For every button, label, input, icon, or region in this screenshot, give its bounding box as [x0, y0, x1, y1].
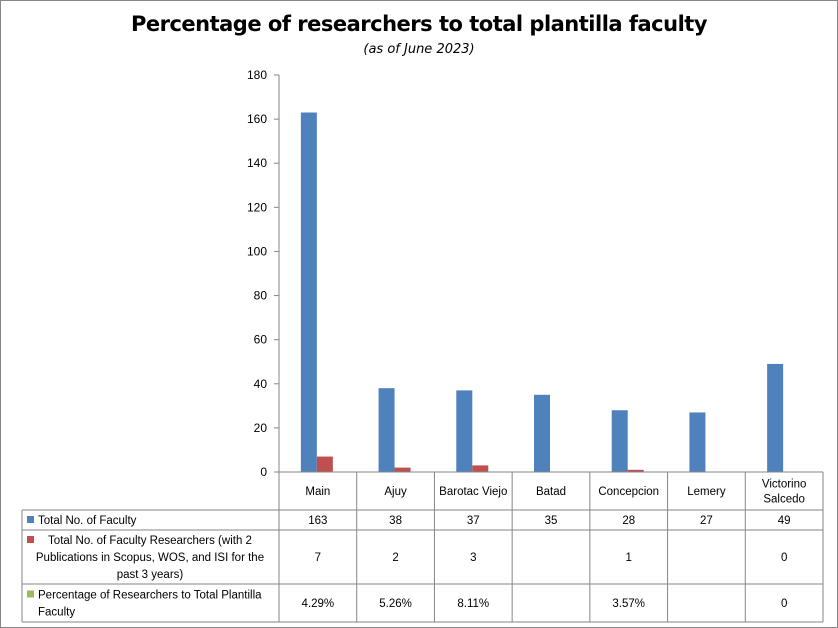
y-tick-label: 100 [247, 244, 267, 258]
bar-faculty-researchers [316, 456, 333, 472]
bar-total-faculty [611, 410, 628, 472]
table-value: 28 [622, 515, 635, 527]
y-tick-label: 160 [247, 112, 267, 126]
category-label: Main [305, 486, 330, 498]
table-value: 27 [700, 515, 713, 527]
category-label: Concepcion [598, 486, 659, 498]
legend-key [27, 536, 34, 543]
bar-total-faculty [767, 363, 784, 472]
y-tick-label: 120 [247, 200, 267, 214]
chart-title: Percentage of researchers to total plant… [130, 12, 708, 36]
bar-total-faculty [378, 388, 395, 472]
bar-faculty-researchers [627, 469, 644, 472]
bar-total-faculty [689, 412, 706, 472]
table-value: 37 [467, 515, 480, 527]
table-value: 1 [626, 552, 632, 564]
category-label: Victorino [762, 479, 807, 491]
table-value: 7 [315, 552, 321, 564]
series-name: Percentage of Researchers to Total Plant… [38, 590, 262, 602]
y-tick-label: 80 [254, 289, 268, 303]
series-name: Total No. of Faculty Researchers (with 2 [48, 535, 252, 547]
legend-key [27, 590, 34, 598]
y-tick-label: 40 [254, 377, 268, 391]
series-name: Total No. of Faculty [38, 515, 137, 527]
series-name: past 3 years) [117, 569, 184, 581]
legend-key [27, 516, 34, 523]
y-tick-label: 140 [247, 156, 267, 170]
table-value: 0 [781, 598, 787, 610]
table-value: 49 [778, 515, 791, 527]
series-name: Faculty [38, 607, 75, 619]
bar-total-faculty [534, 394, 550, 472]
category-label: Lemery [687, 486, 726, 498]
bar-faculty-researchers [472, 465, 489, 472]
table-value: 3.57% [612, 598, 645, 610]
table-value: 4.29% [302, 598, 335, 610]
table-value: 3 [470, 552, 476, 564]
chart-subtitle: (as of June 2023) [363, 42, 475, 57]
table-value: 2 [392, 552, 398, 564]
table-value: 8.11% [457, 598, 489, 610]
category-label: Barotac Viejo [439, 486, 507, 498]
table-value: 0 [781, 552, 787, 564]
y-tick-label: 60 [254, 333, 268, 347]
table-value: 35 [545, 515, 558, 527]
category-label: Batad [536, 486, 566, 498]
category-label: Ajuy [384, 486, 407, 498]
y-tick-label: 180 [247, 68, 267, 82]
y-tick-label: 0 [260, 465, 267, 479]
y-tick-label: 20 [254, 421, 268, 435]
table-value: 163 [308, 515, 327, 527]
bar-total-faculty [300, 112, 317, 472]
series-name: Publications in Scopus, WOS, and ISI for… [36, 552, 264, 564]
bar-faculty-researchers [394, 467, 411, 472]
table-value: 5.26% [379, 598, 412, 610]
table-value: 38 [389, 515, 402, 527]
bar-total-faculty [456, 390, 473, 472]
category-label: Salcedo [763, 494, 805, 506]
